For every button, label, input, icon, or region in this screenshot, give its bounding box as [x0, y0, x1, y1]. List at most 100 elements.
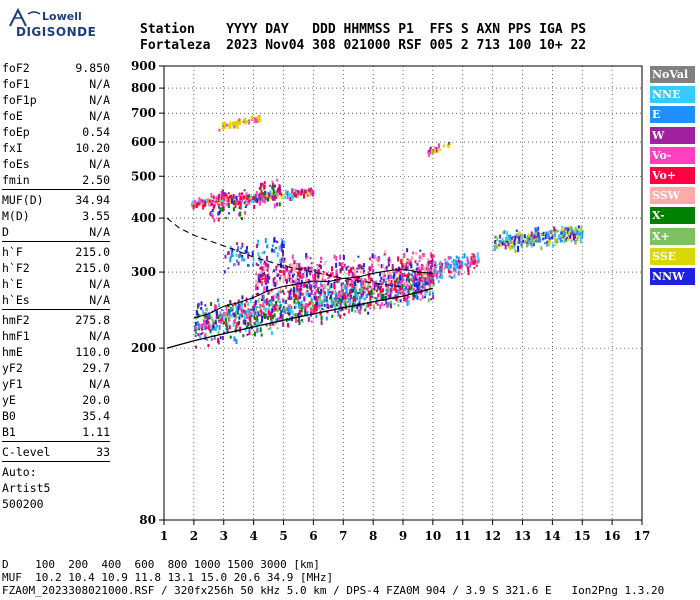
echo-point [414, 260, 417, 264]
echo-point [286, 322, 289, 327]
echo-point [430, 279, 433, 284]
echo-point [403, 292, 406, 295]
echo-point [497, 244, 500, 247]
echo-point [526, 243, 528, 248]
echo-point [336, 296, 339, 299]
param-row: B0 35.4 [2, 408, 110, 424]
echo-point [344, 299, 347, 303]
echo-point [217, 340, 220, 345]
echo-point [271, 314, 274, 319]
echo-point [243, 310, 246, 313]
echo-point [457, 259, 460, 263]
echo-point [275, 301, 277, 305]
echo-point [193, 199, 196, 205]
echo-point [447, 265, 450, 269]
echo-point [288, 318, 291, 321]
echo-point [221, 199, 224, 203]
echo-point [467, 270, 470, 276]
param-value: 3.55 [82, 209, 110, 223]
echo-point [225, 194, 228, 197]
echo-point [579, 239, 582, 244]
echo-point [308, 301, 311, 305]
echo-point [248, 119, 251, 125]
echo-point [347, 284, 350, 288]
echo-point [305, 276, 308, 281]
echo-point [386, 269, 389, 275]
echo-point [448, 270, 450, 274]
echo-point [400, 259, 403, 265]
echo-point [271, 180, 274, 183]
echo-point [211, 318, 214, 324]
echo-point [345, 272, 348, 275]
echo-point [263, 260, 266, 264]
echo-point [291, 309, 294, 315]
echo-point [414, 294, 417, 297]
echo-point [506, 231, 509, 237]
echo-point [418, 255, 421, 260]
echo-point [295, 189, 297, 193]
echo-point [341, 289, 344, 294]
y-tick-label: 200 [131, 341, 156, 355]
echo-point [527, 241, 530, 244]
echo-point [212, 195, 215, 200]
echo-point [429, 283, 431, 287]
echo-point [247, 264, 250, 267]
echo-point [291, 196, 294, 201]
echo-point [564, 227, 567, 232]
echo-point [314, 269, 317, 273]
echo-point [371, 263, 373, 269]
echo-point [435, 277, 438, 280]
echo-point [261, 182, 264, 186]
param-name: C-level [2, 445, 51, 459]
param-value: 275.8 [75, 313, 110, 327]
x-tick-label: 13 [514, 529, 531, 543]
echo-point [285, 189, 288, 195]
echo-point [288, 277, 291, 282]
echo-point [390, 279, 393, 284]
x-tick-label: 7 [339, 529, 347, 543]
echo-point [279, 258, 282, 263]
echo-point [344, 279, 347, 282]
echo-point [290, 306, 293, 309]
autoscaling-line: 500200 [2, 497, 44, 511]
echo-point [204, 334, 207, 338]
echo-point [401, 283, 404, 289]
param-value: N/A [89, 109, 110, 123]
echo-point [579, 229, 582, 233]
echo-point [293, 192, 296, 198]
echo-point [305, 257, 308, 260]
echo-point [358, 309, 361, 315]
echo-point [324, 298, 327, 302]
echo-point [516, 240, 519, 244]
echo-point [452, 262, 455, 265]
echo-point [392, 283, 395, 286]
echo-point [324, 279, 327, 283]
echo-point [306, 255, 309, 258]
echo-point [271, 248, 274, 253]
echo-point [350, 278, 353, 282]
echo-point [313, 284, 316, 289]
echo-point [210, 337, 213, 341]
echo-point [325, 316, 328, 321]
echo-point [580, 225, 583, 231]
echo-point [264, 277, 267, 283]
echo-point [224, 123, 227, 127]
echo-point [367, 278, 370, 280]
echo-point [266, 315, 269, 320]
echo-point [284, 307, 287, 311]
echo-point [217, 217, 220, 222]
echo-point [542, 231, 545, 236]
echo-point [385, 266, 388, 269]
echo-point [432, 282, 435, 285]
echo-point [390, 288, 392, 293]
echo-point [287, 290, 290, 293]
echo-point [422, 281, 425, 285]
echo-point [275, 273, 278, 276]
echo-point [251, 251, 254, 257]
echo-point [459, 264, 462, 267]
echo-point [271, 191, 274, 195]
echo-point [518, 231, 521, 236]
echo-point [417, 284, 420, 288]
echo-point [277, 195, 280, 198]
param-row: B1 1.11 [2, 424, 110, 440]
